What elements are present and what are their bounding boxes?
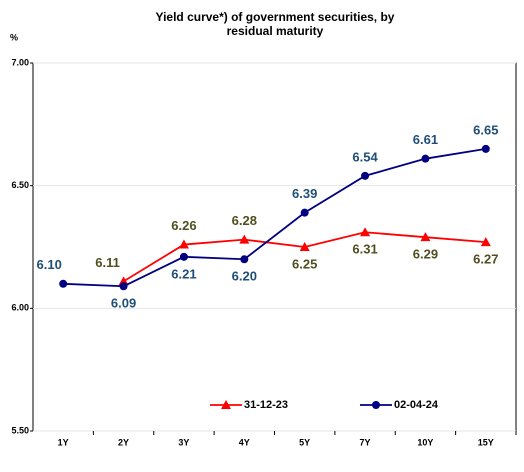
y-tick-label: 7.00 (11, 57, 29, 67)
legend-label: 31-12-23 (244, 399, 288, 411)
data-label: 6.29 (413, 247, 438, 262)
data-label: 6.09 (111, 296, 136, 311)
series-line (63, 147, 486, 288)
data-label: 6.25 (292, 256, 317, 271)
data-point (239, 234, 250, 244)
data-point (480, 237, 491, 247)
y-tick-label: 6.00 (11, 303, 29, 313)
plot-frame (32, 62, 517, 432)
data-label: 6.31 (352, 242, 377, 257)
data-label: 6.65 (473, 122, 498, 137)
data-point (118, 276, 129, 286)
data-label: 6.10 (37, 257, 62, 272)
x-tick-label: 4Y (239, 437, 250, 447)
data-point (240, 255, 249, 264)
data-label: 6.11 (95, 255, 120, 270)
chart-title: Yield curve*) of government securities, … (155, 10, 395, 38)
data-label: 6.61 (413, 132, 438, 147)
data-label: 6.20 (232, 269, 257, 284)
x-tick-label: 5Y (299, 437, 310, 447)
legend-marker (372, 401, 380, 409)
data-point (178, 239, 189, 249)
data-point (421, 154, 430, 163)
x-tick-label: 10Y (417, 437, 433, 447)
data-point (481, 144, 490, 153)
x-tick-label: 15Y (478, 437, 494, 447)
legend-marker (221, 400, 231, 409)
legend-label: 02-04-24 (394, 399, 439, 411)
data-point (59, 279, 68, 288)
data-label: 6.54 (352, 149, 378, 164)
data-point (299, 242, 310, 251)
data-point (361, 171, 370, 180)
data-point (119, 282, 128, 291)
data-point (300, 208, 309, 217)
data-label: 6.39 (292, 186, 317, 201)
x-tick-label: 7Y (360, 437, 371, 447)
y-tick-label: 6.50 (11, 180, 29, 190)
data-label: 6.26 (171, 218, 196, 233)
x-tick-label: 1Y (58, 437, 69, 447)
data-label: 6.27 (473, 252, 498, 267)
x-tick-label: 3Y (178, 437, 189, 447)
data-point (360, 227, 371, 237)
data-point (179, 252, 188, 261)
y-tick-label: 5.50 (11, 425, 29, 435)
data-point (420, 232, 431, 242)
data-label: 6.21 (171, 266, 196, 281)
y-axis-label: % (10, 32, 18, 42)
x-tick-label: 2Y (118, 437, 129, 447)
data-label: 6.28 (232, 213, 257, 228)
